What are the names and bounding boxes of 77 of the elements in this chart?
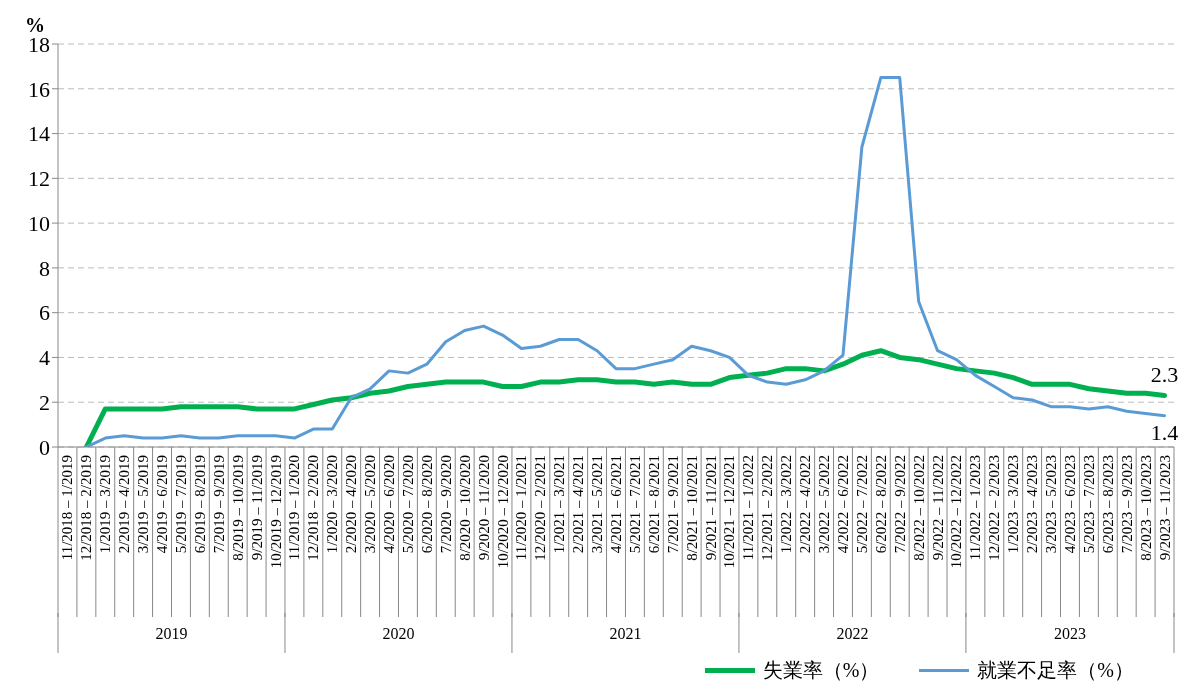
x-tick-label: 1/2022 – 3/2022 <box>778 455 795 554</box>
y-tick-label: 12 <box>28 166 50 192</box>
x-tick-label: 5/2020 – 7/2020 <box>399 455 416 554</box>
x-tick-label: 12/2020 – 2/2021 <box>532 455 549 561</box>
x-tick-label: 12/2022 – 2/2023 <box>986 455 1003 561</box>
x-tick-label: 7/2022 – 9/2022 <box>891 455 908 554</box>
x-tick-label: 11/2022 – 1/2023 <box>967 455 984 561</box>
x-tick-label: 6/2019 – 8/2019 <box>191 455 208 554</box>
x-tick-label: 5/2021 – 7/2021 <box>626 455 643 554</box>
x-tick-label: 12/2018 – 2/2019 <box>78 455 95 561</box>
x-tick-label: 1/2020 – 3/2020 <box>324 455 341 554</box>
y-tick-label: 4 <box>39 345 50 371</box>
x-tick-label: 4/2019 – 6/2019 <box>154 455 171 554</box>
x-tick-label: 10/2020 – 12/2020 <box>494 455 511 569</box>
x-tick-label: 3/2020 – 5/2020 <box>362 455 379 554</box>
y-tick-label: 2 <box>39 390 50 416</box>
x-tick-label: 6/2021 – 8/2021 <box>645 455 662 554</box>
y-tick-label: 10 <box>28 210 50 236</box>
x-tick-label: 3/2023 – 5/2023 <box>1043 455 1060 554</box>
x-tick-label: 4/2023 – 6/2023 <box>1061 455 1078 554</box>
x-tick-label: 2/2023 – 4/2023 <box>1024 455 1041 554</box>
x-tick-label: 10/2019 – 12/2019 <box>267 455 284 569</box>
x-tick-label: 11/2018 – 1/2019 <box>59 455 76 561</box>
x-tick-label: 2/2021 – 4/2021 <box>570 455 587 554</box>
x-tick-label: 4/2020 – 6/2020 <box>381 455 398 554</box>
x-tick-label: 6/2020 – 8/2020 <box>418 455 435 554</box>
x-tick-label: 4/2022 – 6/2022 <box>834 455 851 554</box>
x-tick-label: 11/2020 – 1/2021 <box>513 455 530 561</box>
x-tick-label: 5/2022 – 7/2022 <box>853 455 870 554</box>
x-tick-label: 8/2021 – 10/2021 <box>683 455 700 561</box>
x-tick-label: 12/2018 – 2/2020 <box>305 455 322 561</box>
x-tick-label: 7/2019 – 9/2019 <box>210 455 227 554</box>
x-tick-label: 11/2021 – 1/2022 <box>740 455 757 561</box>
text: 2021 <box>609 625 642 642</box>
x-tick-label: 11/2019 – 1/2020 <box>286 455 303 561</box>
x-tick-label: 12/2021 – 2/2022 <box>759 455 776 561</box>
x-tick-label: 8/2022 – 10/2022 <box>910 455 927 561</box>
y-tick-label: 16 <box>28 76 50 102</box>
x-tick-label: 7/2021 – 9/2021 <box>664 455 681 554</box>
x-tick-label: 1/2021 – 3/2021 <box>551 455 568 554</box>
x-tick-label: 3/2019 – 5/2019 <box>135 455 152 554</box>
x-tick-label: 7/2023 – 9/2023 <box>1118 455 1135 554</box>
x-tick-label: 9/2023 – 11/2023 <box>1156 455 1173 561</box>
text: 2019 <box>155 625 188 642</box>
text: 2023 <box>1053 625 1086 642</box>
x-tick-label: 1/2023 – 3/2023 <box>1005 455 1022 554</box>
x-tick-label: 9/2021 – 11/2021 <box>702 455 719 561</box>
x-tick-label: 7/2020 – 9/2020 <box>437 455 454 554</box>
x-tick-label: 9/2022 – 11/2022 <box>929 455 946 561</box>
x-tick-label: 6/2022 – 8/2022 <box>872 455 889 554</box>
data-label: 2.3 <box>1150 361 1179 387</box>
x-tick-label: 10/2022 – 12/2022 <box>948 455 965 569</box>
x-tick-label: 9/2020 – 11/2020 <box>475 455 492 561</box>
x-tick-label: 9/2019 – 11/2019 <box>248 455 265 561</box>
y-tick-label: 6 <box>39 300 50 326</box>
x-tick-label: 10/2021 – 12/2021 <box>721 455 738 569</box>
x-tick-label: 8/2020 – 10/2020 <box>456 455 473 561</box>
y-tick-label: 14 <box>28 121 50 147</box>
text: 2022 <box>836 625 869 642</box>
text: 2020 <box>382 625 415 642</box>
legend-label: 失業率（%） <box>762 658 880 683</box>
x-tick-label: 2/2022 – 4/2022 <box>797 455 814 554</box>
legend-label: 就業不足率（%） <box>977 658 1134 683</box>
y-tick-label: 8 <box>39 255 50 281</box>
x-tick-label: 6/2023 – 8/2023 <box>1099 455 1116 554</box>
x-tick-label: 3/2022 – 5/2022 <box>816 455 833 554</box>
x-tick-label: 5/2019 – 7/2019 <box>172 455 189 554</box>
x-tick-label: 8/2023 – 10/2023 <box>1137 455 1154 561</box>
data-label: 1.4 <box>1150 419 1179 445</box>
y-tick-label: 0 <box>39 434 50 460</box>
x-tick-label: 3/2021 – 5/2021 <box>589 455 606 554</box>
x-tick-label: 2/2020 – 4/2020 <box>343 455 360 554</box>
x-tick-label: 5/2023 – 7/2023 <box>1080 455 1097 554</box>
x-tick-label: 8/2019 – 10/2019 <box>229 455 246 561</box>
x-tick-label: 1/2019 – 3/2019 <box>97 455 114 554</box>
x-tick-label: 4/2021 – 6/2021 <box>608 455 624 554</box>
x-tick-label: 2/2019 – 4/2019 <box>116 455 133 554</box>
